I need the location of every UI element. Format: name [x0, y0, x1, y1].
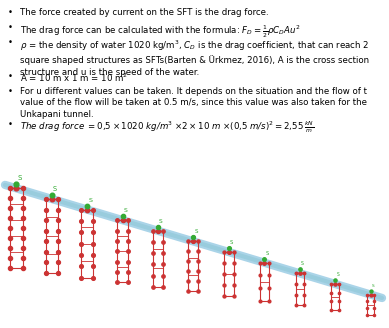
- Text: $\rho$ = the density of water 1020 kg/m$^3$, $C_D$ is the drag coefficient, that: $\rho$ = the density of water 1020 kg/m$…: [20, 38, 370, 77]
- Text: A = 10 m x 1 m = 10 m$^2$: A = 10 m x 1 m = 10 m$^2$: [20, 72, 128, 84]
- Text: •: •: [8, 120, 13, 129]
- Text: •: •: [8, 72, 13, 81]
- Text: •: •: [8, 8, 13, 17]
- Text: S: S: [17, 175, 22, 181]
- Text: The force created by current on the SFT is the drag force.: The force created by current on the SFT …: [20, 8, 269, 17]
- Text: S: S: [194, 230, 198, 235]
- Text: •: •: [8, 38, 13, 47]
- Text: For u different values can be taken. It depends on the situation and the flow of: For u different values can be taken. It …: [20, 87, 367, 119]
- Text: S: S: [336, 272, 339, 277]
- Text: •: •: [8, 87, 13, 96]
- Text: S: S: [372, 284, 374, 288]
- Text: •: •: [8, 23, 13, 32]
- Text: S: S: [159, 219, 163, 224]
- Text: S: S: [88, 197, 92, 203]
- Text: S: S: [301, 261, 304, 266]
- Text: S: S: [230, 240, 233, 245]
- Text: S: S: [265, 251, 269, 256]
- Text: S: S: [53, 186, 57, 192]
- Text: $\mathit{The\ drag\ force}$ $= 0{,}5 \times 1020$ kg/m$^3$ $\times 2 \times 10$ : $\mathit{The\ drag\ force}$ $= 0{,}5 \ti…: [20, 120, 314, 135]
- Text: S: S: [124, 208, 128, 213]
- Text: The drag force can be calculated with the formula: $F_D = \frac{1}{2}\rho C_D Au: The drag force can be calculated with th…: [20, 23, 301, 40]
